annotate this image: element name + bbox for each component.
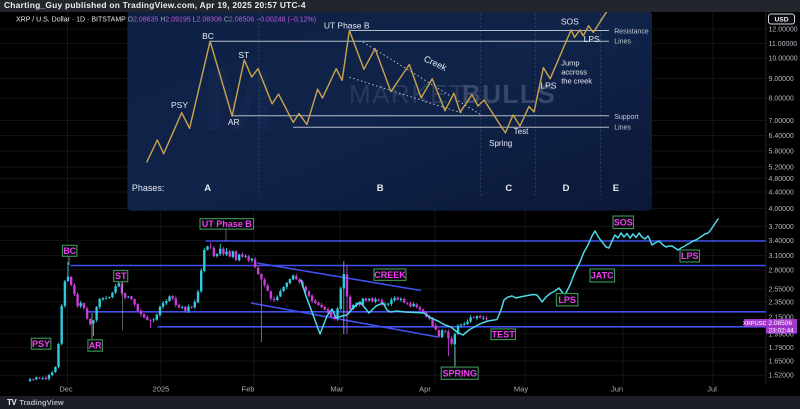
svg-text:SOS: SOS [614, 218, 633, 228]
svg-text:Feb: Feb [242, 385, 255, 394]
svg-text:TEST: TEST [492, 329, 516, 339]
svg-text:2.35000: 2.35000 [769, 299, 794, 306]
svg-text:6.40000: 6.40000 [769, 133, 794, 140]
svg-text:Resistance: Resistance [614, 29, 649, 36]
svg-text:accross: accross [561, 68, 587, 77]
svg-text:MARKET: MARKET [349, 79, 466, 109]
svg-text:UT Phase B: UT Phase B [324, 21, 370, 31]
svg-text:XRPUSD: XRPUSD [743, 321, 767, 327]
svg-text:2.80000: 2.80000 [769, 267, 794, 274]
svg-text:A: A [204, 183, 211, 194]
svg-text:LPS: LPS [558, 295, 576, 305]
svg-text:UT Phase B: UT Phase B [202, 219, 253, 229]
svg-text:11.00000: 11.00000 [769, 41, 798, 48]
svg-text:5.80000: 5.80000 [769, 148, 794, 155]
svg-text:Jun: Jun [611, 385, 623, 394]
svg-text:1.99000: 1.99000 [769, 331, 794, 338]
svg-text:3.70000: 3.70000 [769, 224, 794, 231]
svg-text:ST: ST [238, 50, 249, 60]
svg-text:1.65000: 1.65000 [769, 358, 794, 365]
svg-text:AR: AR [89, 341, 102, 351]
svg-text:SOS: SOS [561, 17, 579, 27]
svg-text:BC: BC [63, 246, 76, 256]
svg-text:AR: AR [228, 117, 240, 127]
svg-text:Dec: Dec [59, 385, 73, 394]
svg-text:Jump: Jump [561, 59, 579, 68]
svg-text:Jul: Jul [707, 385, 717, 394]
svg-text:E: E [613, 183, 619, 194]
svg-text:12.00000: 12.00000 [769, 26, 798, 33]
svg-text:4.00000: 4.00000 [769, 206, 794, 213]
svg-text:BC: BC [202, 31, 214, 41]
svg-text:LPS: LPS [540, 81, 556, 91]
svg-text:D: D [563, 183, 570, 194]
svg-text:5.20000: 5.20000 [769, 164, 794, 171]
svg-text:1.52000: 1.52000 [769, 373, 794, 380]
svg-text:8.00000: 8.00000 [769, 95, 794, 102]
svg-text:CREEK: CREEK [374, 270, 406, 280]
svg-text:M: M [203, 53, 275, 149]
svg-text:Mar: Mar [331, 385, 344, 394]
svg-text:Test: Test [514, 127, 529, 136]
svg-text:2.15000: 2.15000 [769, 314, 794, 321]
svg-text:9.00000: 9.00000 [769, 76, 794, 83]
svg-text:C: C [505, 183, 512, 194]
svg-text:LPS: LPS [584, 34, 600, 44]
svg-text:3.40000: 3.40000 [769, 238, 794, 245]
svg-text:Phases:: Phases: [132, 183, 165, 193]
svg-text:1.79000: 1.79000 [769, 345, 794, 352]
svg-text:SPRING: SPRING [442, 368, 477, 378]
svg-text:2025: 2025 [153, 385, 170, 394]
svg-text:2.55000: 2.55000 [769, 286, 794, 293]
svg-text:Apr: Apr [419, 385, 431, 394]
svg-text:Support: Support [614, 114, 639, 121]
svg-text:the creek: the creek [561, 77, 592, 86]
svg-text:XRP / U.S. Dollar · 1D · BITST: XRP / U.S. Dollar · 1D · BITSTAMP O2.086… [16, 16, 316, 23]
svg-text:LPS: LPS [681, 251, 699, 261]
svg-text:10.00000: 10.00000 [769, 55, 798, 62]
svg-text:JATC: JATC [591, 271, 614, 281]
svg-text:Spring: Spring [489, 139, 512, 148]
svg-text:4.80000: 4.80000 [769, 176, 794, 183]
svg-text:ST: ST [115, 271, 127, 281]
svg-text:4.40000: 4.40000 [769, 189, 794, 196]
svg-text:Lines: Lines [614, 39, 631, 46]
svg-text:Lines: Lines [614, 125, 631, 132]
svg-text:23:02:44: 23:02:44 [769, 327, 795, 334]
svg-text:3.10000: 3.10000 [769, 253, 794, 260]
svg-text:B: B [377, 183, 384, 194]
svg-text:May: May [514, 385, 528, 394]
svg-text:USD: USD [774, 17, 788, 24]
svg-text:7.00000: 7.00000 [769, 118, 794, 125]
svg-text:PSY: PSY [171, 100, 188, 110]
svg-text:PSY: PSY [32, 339, 50, 349]
svg-text:2.08506: 2.08506 [769, 320, 793, 327]
